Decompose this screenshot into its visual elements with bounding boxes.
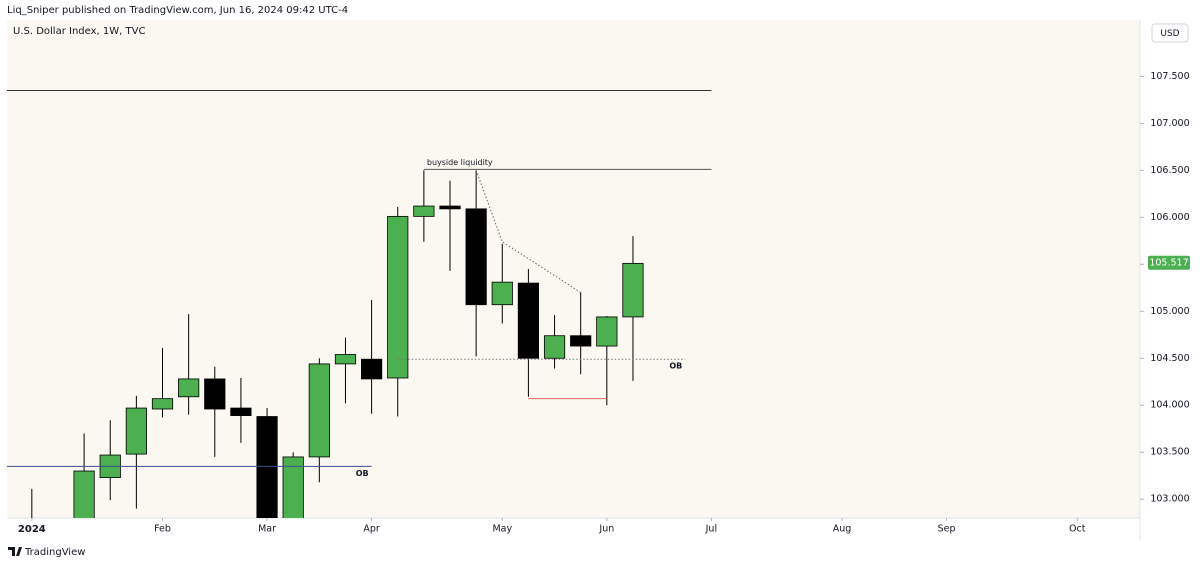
- drawing-label: OB: [669, 362, 682, 371]
- candle-body: [387, 215, 409, 379]
- plot: [7, 89, 712, 518]
- y-tick-label: 104.500: [1150, 353, 1189, 364]
- candle-body: [334, 354, 357, 365]
- y-tick-label: 106.500: [1150, 165, 1189, 176]
- x-tick-label: Oct: [1069, 524, 1086, 535]
- candle-body: [256, 416, 278, 518]
- candle-body: [361, 358, 383, 380]
- chart-title: U.S. Dollar Index, 1W, TVC: [13, 26, 145, 37]
- y-tick-label: 103.500: [1150, 447, 1189, 458]
- candle-body: [596, 316, 618, 347]
- y-tick-label: 104.000: [1150, 400, 1189, 411]
- candle-body: [413, 205, 435, 217]
- plot-background: [7, 20, 1140, 518]
- drawing-line: [475, 170, 581, 293]
- x-tick-label: Feb: [154, 524, 171, 535]
- candle-body: [73, 470, 95, 518]
- y-tick-label: 107.500: [1150, 71, 1189, 82]
- y-tick-label: 107.000: [1150, 118, 1189, 129]
- publisher-line: Liq_Sniper published on TradingView.com,…: [7, 5, 348, 16]
- tradingview-logo: [8, 547, 22, 556]
- candle-body: [204, 378, 226, 410]
- candle-body: [178, 378, 200, 398]
- x-tick-label: Jun: [598, 524, 614, 535]
- candle-body: [125, 407, 147, 455]
- candle-body: [570, 335, 592, 347]
- y-tick-label: 105.000: [1150, 306, 1189, 317]
- currency-button[interactable]: [1151, 23, 1189, 43]
- candle-body: [491, 281, 513, 306]
- x-tick-label: Mar: [258, 524, 276, 535]
- drawing-label: buyside liquidity: [427, 158, 493, 167]
- candle-body: [543, 335, 566, 359]
- candle-body: [622, 262, 644, 318]
- last-price-label: 105.517: [1149, 258, 1188, 269]
- currency-label: USD: [1160, 29, 1179, 39]
- candle-body: [230, 407, 252, 416]
- footer-brand: TradingView: [24, 547, 85, 558]
- last-price-box: [1148, 255, 1190, 270]
- y-tick-label: 103.000: [1150, 494, 1189, 505]
- candle-body: [439, 205, 461, 210]
- x-tick-label: May: [492, 524, 512, 535]
- candle-body: [151, 398, 174, 410]
- y-tick-label: 106.000: [1150, 212, 1189, 223]
- candle-body: [465, 208, 487, 306]
- x-tick-label: Apr: [363, 524, 380, 535]
- candle-body: [282, 456, 304, 518]
- x-tick-label: Sep: [938, 524, 956, 535]
- candle-body: [517, 282, 540, 359]
- x-tick-label: Jul: [705, 524, 717, 535]
- x-tick-label: Aug: [833, 524, 852, 535]
- x-tick-label: 2024: [18, 524, 46, 535]
- drawing-label: OB: [356, 469, 369, 478]
- candle-body: [308, 363, 330, 458]
